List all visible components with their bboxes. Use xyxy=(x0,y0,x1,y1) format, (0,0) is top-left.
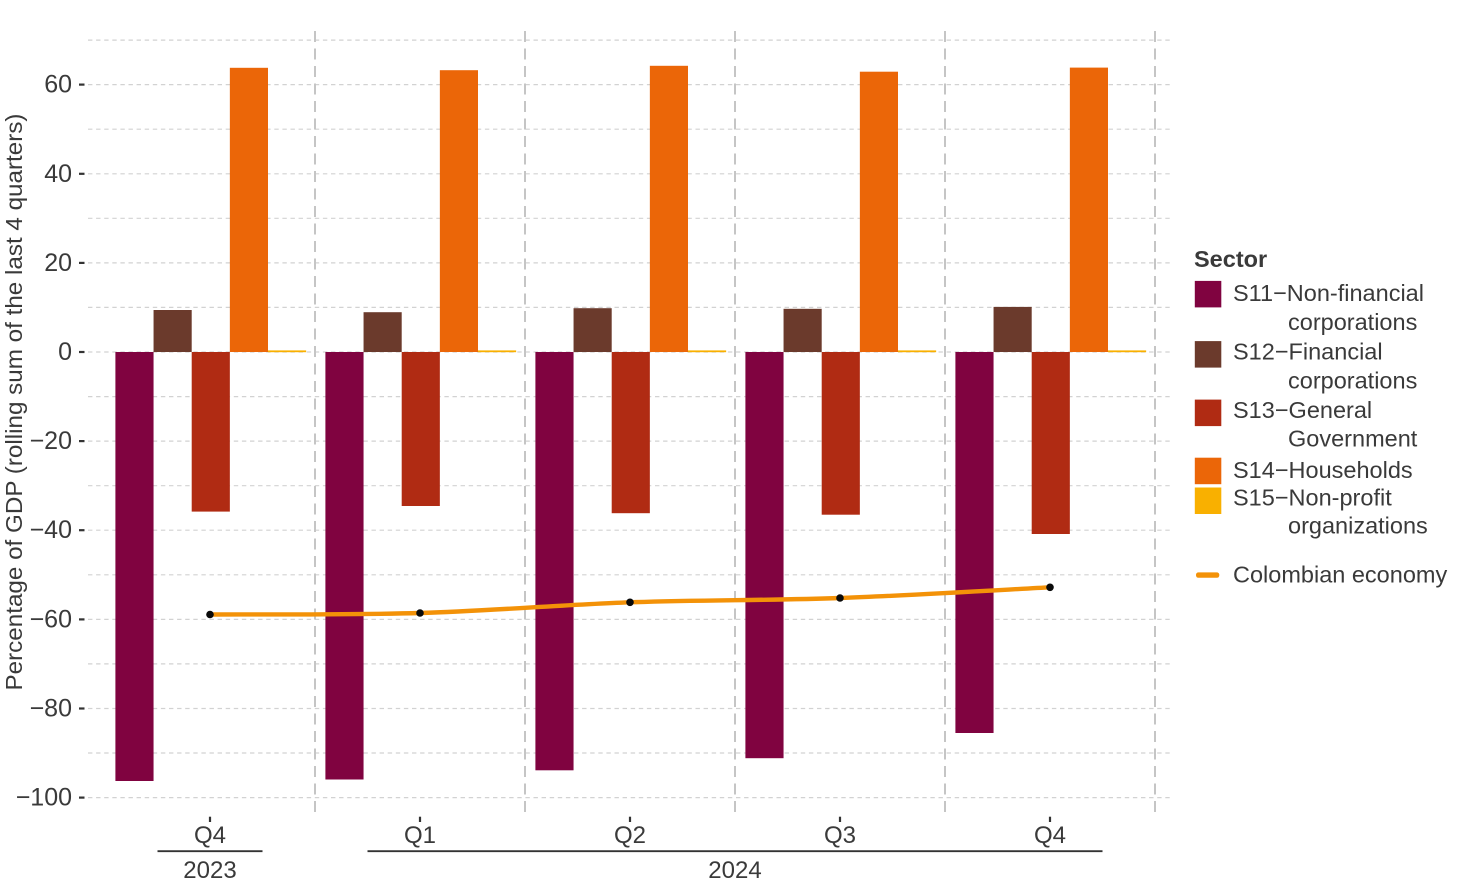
svg-text:−80: −80 xyxy=(30,695,72,723)
svg-text:Sector: Sector xyxy=(1194,246,1267,272)
svg-text:−100: −100 xyxy=(16,784,72,812)
svg-text:Percentage of GDP (rolling sum: Percentage of GDP (rolling sum of the la… xyxy=(1,114,27,691)
svg-text:S12−Financial: S12−Financial xyxy=(1233,339,1383,365)
svg-text:Q4: Q4 xyxy=(194,822,226,849)
svg-text:S14−Households: S14−Households xyxy=(1233,457,1413,483)
svg-text:Government: Government xyxy=(1288,426,1418,452)
svg-text:Q1: Q1 xyxy=(404,822,436,849)
svg-text:Colombian economy: Colombian economy xyxy=(1233,562,1447,588)
svg-text:2023: 2023 xyxy=(183,857,236,880)
svg-text:S11−Non-financial: S11−Non-financial xyxy=(1233,280,1424,306)
svg-text:Q4: Q4 xyxy=(1034,822,1066,849)
svg-text:S15−Non-profit: S15−Non-profit xyxy=(1233,485,1392,511)
svg-text:−40: −40 xyxy=(30,516,72,544)
svg-text:60: 60 xyxy=(44,71,72,99)
svg-text:corporations: corporations xyxy=(1288,368,1417,394)
svg-text:corporations: corporations xyxy=(1288,309,1417,335)
svg-text:40: 40 xyxy=(44,160,72,188)
svg-text:2024: 2024 xyxy=(708,857,761,880)
svg-text:0: 0 xyxy=(58,338,72,366)
svg-text:−60: −60 xyxy=(30,605,72,633)
svg-text:20: 20 xyxy=(44,249,72,277)
svg-text:−20: −20 xyxy=(30,427,72,455)
svg-text:S13−General: S13−General xyxy=(1233,397,1372,423)
svg-text:organizations: organizations xyxy=(1288,513,1428,539)
svg-text:Q2: Q2 xyxy=(614,822,646,849)
svg-text:Q3: Q3 xyxy=(824,822,856,849)
